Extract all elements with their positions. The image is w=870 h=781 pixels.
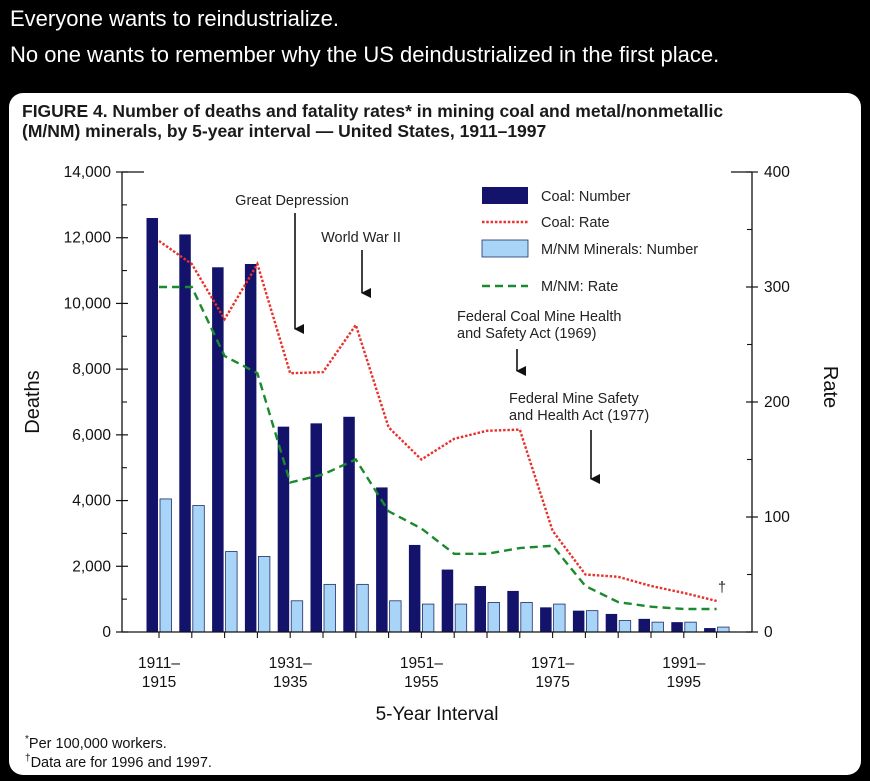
mnm-deaths-bar <box>487 602 500 633</box>
coal-deaths-bar <box>638 618 650 632</box>
mnm-rate-line <box>159 285 717 611</box>
footnote-data-years: †Data are for 1996 and 1997. <box>25 753 212 771</box>
legend-label: M/NM Minerals: Number <box>541 242 698 258</box>
mnm-deaths-bar <box>257 556 271 633</box>
coal-deaths-bar <box>540 607 552 632</box>
y-tick-label: 2,000 <box>72 558 111 575</box>
annotation-text: and Safety Act (1969) <box>457 326 596 342</box>
x-tick-label: 1911– <box>138 655 180 672</box>
footnote-1-text: Per 100,000 workers. <box>28 735 167 752</box>
figure-title-line-1: FIGURE 4. Number of deaths and fatality … <box>22 101 724 121</box>
mnm-deaths-bar <box>356 583 369 633</box>
mnm-deaths-bar <box>684 621 697 633</box>
x-tick-label: 1971– <box>531 655 574 672</box>
legend-label: Coal: Rate <box>541 215 610 231</box>
y-axis-title: Deaths <box>22 370 44 433</box>
y-tick-label: 8,000 <box>72 361 111 378</box>
coal-deaths-bar <box>310 423 322 632</box>
mining-deaths-chart: 0 2,000 4,000 6,000 8,000 10,000 12,000 14,000 0… <box>22 164 841 725</box>
mnm-deaths-bar <box>225 551 238 633</box>
mnm-deaths-bar <box>389 600 402 633</box>
legend-swatch-mnm-number <box>481 239 529 258</box>
y2-axis-title: Rate <box>819 366 841 408</box>
y-tick-label: 4,000 <box>72 493 111 510</box>
x-tick-label: 1951– <box>400 655 443 672</box>
mnm-deaths-bar <box>520 602 533 633</box>
coal-deaths-bar <box>507 590 519 632</box>
x-tick-label: 1955 <box>404 674 438 691</box>
annotation-text: Federal Coal Mine Health <box>457 309 621 325</box>
x-tick-label: 1975 <box>535 674 569 691</box>
y-tick-label: 12,000 <box>64 230 112 247</box>
coal-deaths-bar <box>671 622 683 632</box>
y-tick-label: 10,000 <box>64 295 112 312</box>
y2-tick-label: 400 <box>764 164 790 181</box>
post-text-line-2: No one wants to remember why the US dein… <box>10 42 720 67</box>
coal-deaths-bar <box>146 218 158 632</box>
annotation-text: Great Depression <box>235 193 349 209</box>
mnm-deaths-bar <box>618 620 632 633</box>
x-tick-label: 1991– <box>662 655 705 672</box>
post-text-line-1: Everyone wants to reindustrialize. <box>10 6 339 31</box>
figure-title-line-2: (M/NM) minerals, by 5-year interval — Un… <box>22 121 547 141</box>
y2-tick-label: 100 <box>764 509 790 526</box>
x-tick-label: 1915 <box>142 674 176 691</box>
mnm-deaths-bar <box>553 603 566 633</box>
y-tick-label: 0 <box>102 624 111 641</box>
figure-title: FIGURE 4. Number of deaths and fatality … <box>22 101 852 141</box>
coal-deaths-bar <box>212 267 224 632</box>
x-tick-label: 1931– <box>269 655 312 672</box>
y2-tick-label: 0 <box>764 624 773 641</box>
footnote-asterisk: * <box>25 734 29 745</box>
mnm-deaths-bar <box>192 505 205 633</box>
coal-deaths-bar <box>408 544 421 632</box>
mnm-deaths-bar <box>651 621 664 633</box>
x-tick-label: 1935 <box>273 674 307 691</box>
y-tick-label: 14,000 <box>64 164 112 181</box>
legend-swatch-coal-number <box>482 187 528 204</box>
y2-tick-label: 300 <box>764 279 790 296</box>
figure-card[interactable]: FIGURE 4. Number of deaths and fatality … <box>9 93 861 775</box>
mnm-deaths-bar <box>159 498 172 633</box>
x-axis-title: 5-Year Interval <box>376 704 499 725</box>
coal-deaths-bar <box>277 426 290 632</box>
mnm-deaths-bar <box>323 583 336 633</box>
coal-deaths-bar <box>441 569 454 632</box>
mnm-deaths-bar <box>454 603 468 633</box>
coal-deaths-bar <box>474 586 486 632</box>
mnm-deaths-bar <box>717 626 730 633</box>
y2-tick-label: 200 <box>764 394 790 411</box>
mnm-deaths-bar <box>586 610 599 633</box>
mnm-deaths-bar <box>290 600 304 633</box>
annotation-text: Federal Mine Safety <box>509 391 640 407</box>
coal-deaths-bar <box>376 487 388 632</box>
annotation-text: and Health Act (1977) <box>509 408 649 424</box>
coal-rate-line <box>158 240 717 603</box>
legend-label: Coal: Number <box>541 189 631 205</box>
footnote-per-workers: *Per 100,000 workers. <box>25 734 167 752</box>
annotation-text: † <box>718 580 726 596</box>
coal-deaths-bar <box>704 628 716 632</box>
y-tick-label: 6,000 <box>72 427 111 444</box>
annotation-text: World War II <box>321 230 401 246</box>
footnote-dagger: † <box>25 753 31 764</box>
x-tick-label: 1995 <box>667 674 701 691</box>
coal-deaths-bar <box>605 613 618 632</box>
coal-deaths-bar <box>572 610 585 632</box>
footnote-2-text: Data are for 1996 and 1997. <box>30 754 212 771</box>
coal-deaths-bar <box>244 264 257 632</box>
coal-deaths-bar <box>343 416 355 632</box>
mnm-deaths-bar <box>421 603 435 633</box>
legend-label: M/NM: Rate <box>541 279 618 295</box>
coal-deaths-bar <box>179 234 191 632</box>
